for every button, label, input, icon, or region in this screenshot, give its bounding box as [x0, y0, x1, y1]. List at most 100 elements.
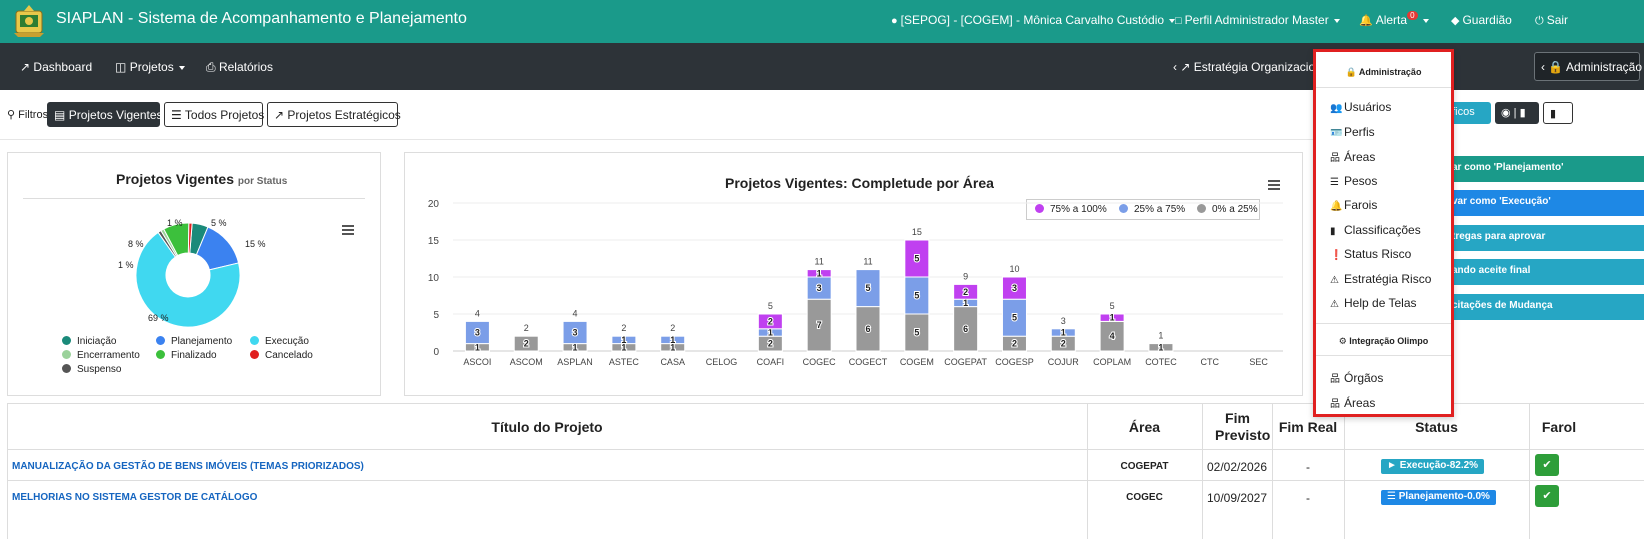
legend-dot [1197, 204, 1206, 213]
bar-menu-icon[interactable] [1268, 180, 1280, 190]
admin-menu-item-1[interactable]: 🪪 Perfis [1330, 125, 1375, 139]
filter-projetos-vigentes[interactable]: ▤ Projetos Vigentes [47, 102, 163, 127]
bar-segment-cogesp-1[interactable] [1001, 298, 1027, 337]
x-tick-label: SEC [1249, 357, 1268, 367]
guardian-link[interactable]: ◆ Guardião [1451, 13, 1512, 27]
bar-segment-cotec-0[interactable] [1148, 343, 1174, 352]
bar-chart-title: Projetos Vigentes: Completude por Área [725, 175, 994, 191]
bar-segment-ascoi-1[interactable] [464, 320, 490, 345]
table-col-line [7, 403, 8, 539]
admin-menu-item-4[interactable]: 🔔 Farois [1330, 198, 1377, 212]
integration-menu-item-0[interactable]: 品 Órgãos [1330, 370, 1383, 385]
bar-segment-cogesp-2[interactable] [1001, 276, 1027, 300]
x-tick-label: COGESP [995, 357, 1034, 367]
admin-menu-item-6[interactable]: ❗ Status Risco [1330, 247, 1411, 261]
table-row-line [7, 480, 1644, 481]
admin-menu-item-2[interactable]: 品 Áreas [1330, 149, 1375, 164]
col-header-status[interactable]: Status [1415, 419, 1458, 435]
nav-dashboard[interactable]: ↗ Dashboard [20, 60, 92, 74]
bar-segment-cogepat-0[interactable] [953, 306, 979, 352]
bar-segment-astec-1[interactable] [611, 335, 637, 345]
pie-slice-execucao[interactable] [135, 231, 241, 328]
bar-total-label: 5 [768, 301, 773, 311]
nav-estrategia[interactable]: ‹ ↗ Estratégia Organizacion [1173, 60, 1322, 74]
col-header-titulo[interactable]: Título do Projeto [491, 419, 603, 435]
right-action-button-0[interactable]: ar como 'Planejamento' [1440, 156, 1644, 182]
table-row-1-title[interactable]: MANUALIZAÇÃO DA GESTÃO DE BENS IMÓVEIS (… [12, 461, 364, 472]
right-action-button-4[interactable]: citações de Mudança [1440, 294, 1644, 320]
table-row-2-farol-button[interactable]: ✔ [1535, 485, 1559, 507]
table-row-2-title[interactable]: MELHORIAS NO SISTEMA GESTOR DE CATÁLOGO [12, 492, 258, 503]
profile-menu[interactable]: □ Perfil Administrador Master [1175, 13, 1340, 27]
nav-administracao[interactable]: ‹ 🔒 Administração [1534, 52, 1642, 81]
table-row-1-farol-button[interactable]: ✔ [1535, 454, 1559, 476]
right-action-label: citações de Mudança [1452, 300, 1553, 311]
legend-dot [1035, 204, 1044, 213]
filter-todos-projetos[interactable]: ☰ Todos Projetos [164, 102, 264, 127]
integration-menu-item-1[interactable]: 品 Áreas [1330, 395, 1375, 410]
bar-segment-coplam-2[interactable] [1099, 313, 1125, 322]
legend-label: Execução [265, 336, 309, 347]
right-action-button-3[interactable]: ando aceite final [1440, 259, 1644, 285]
bar-segment-ascom-0[interactable] [513, 335, 539, 352]
bar-segment-label: 3 [1012, 283, 1017, 293]
bar-segment-coplam-0[interactable] [1099, 320, 1125, 352]
nav-relatorios[interactable]: ⎙ Relatórios [206, 60, 273, 75]
pie-legend-iniciacao[interactable]: Iniciação [62, 336, 116, 347]
bar-segment-label: 1 [963, 298, 968, 308]
admin-menu-item-5[interactable]: ▮ Classificações [1330, 223, 1421, 237]
pie-legend-encerramento[interactable]: Encerramento [62, 350, 140, 361]
chevron-left-icon: ‹ [1173, 60, 1177, 74]
siaplan-logo-icon[interactable] [10, 3, 48, 39]
bar-segment-cogect-1[interactable] [855, 269, 881, 308]
pie-legend-cancelado[interactable]: Cancelado [250, 350, 313, 361]
bar-chart-button[interactable]: ▮ [1543, 102, 1573, 124]
alert-menu[interactable]: 🔔 Alerta 0 [1359, 11, 1429, 27]
table-row-2-area: COGEC [1126, 492, 1163, 503]
col-header-fim-real[interactable]: Fim Real [1278, 419, 1338, 435]
pie-legend-planejamento[interactable]: Planejamento [156, 336, 232, 347]
right-action-button-1[interactable]: var como 'Execução' [1440, 190, 1644, 216]
nav-projetos[interactable]: ◫ Projetos [115, 60, 185, 74]
bar-legend-75-100[interactable]: 75% a 100% [1035, 204, 1107, 215]
dropdown-item-label: Pesos [1344, 173, 1378, 188]
right-action-label: var como 'Execução' [1452, 196, 1551, 207]
col-header-fim-previsto[interactable]: Fim Previsto [1215, 410, 1271, 443]
bar-segment-label: 5 [1012, 313, 1017, 323]
table-col-line [1087, 403, 1088, 539]
pie-legend-finalizado[interactable]: Finalizado [156, 350, 217, 361]
bar-segment-cogepat-2[interactable] [953, 283, 979, 300]
table-row-1-fim-previsto: 02/02/2026 [1206, 460, 1268, 474]
dropdown-item-label: Órgãos [1344, 371, 1384, 385]
bar-segment-cogem-2[interactable] [904, 239, 930, 278]
line-chart-icon: ↗ [1180, 60, 1191, 74]
admin-menu-item-0[interactable]: 👥 Usuários [1330, 100, 1391, 114]
bar-legend-0-25[interactable]: 0% a 25% [1197, 204, 1258, 215]
palette-chart-button[interactable]: ◉ | ▮ [1495, 102, 1539, 124]
col-header-farol[interactable]: Farol [1541, 419, 1577, 435]
filter-projetos-estrategicos[interactable]: ↗ Projetos Estratégicos [267, 102, 401, 127]
admin-menu-item-3[interactable]: ☰ Pesos [1330, 174, 1377, 188]
bar-segment-cogem-0[interactable] [904, 313, 930, 352]
bar-segment-cogec-2[interactable] [806, 269, 832, 278]
pie-menu-icon[interactable] [342, 225, 354, 235]
right-action-button-2[interactable]: tregas para aprovar [1440, 225, 1644, 251]
bar-legend-25-75[interactable]: 25% a 75% [1119, 204, 1185, 215]
col-header-area[interactable]: Área [1128, 419, 1161, 435]
bar-segment-coafi-2[interactable] [757, 313, 783, 330]
x-tick-label: CELOG [706, 357, 738, 367]
pie-slice-cancelado[interactable] [187, 222, 193, 254]
bar-segment-cojur-1[interactable] [1050, 328, 1076, 337]
user-menu[interactable]: ● [SEPOG] - [COGEM] - Mônica Carvalho Cus… [891, 13, 1176, 27]
admin-menu-item-8[interactable]: ⚠ Help de Telas [1330, 296, 1417, 310]
logout-link[interactable]: ⏻ Sair [1535, 13, 1568, 28]
bar-segment-casa-1[interactable] [660, 335, 686, 345]
bar-segment-label: 6 [963, 324, 968, 334]
bar-segment-asplan-1[interactable] [562, 320, 588, 345]
pie-legend-suspenso[interactable]: Suspenso [62, 364, 121, 375]
admin-menu-item-7[interactable]: ⚠ Estratégia Risco [1330, 272, 1431, 286]
pie-legend-execucao[interactable]: Execução [250, 336, 309, 347]
pie-label-69pct: 69 % [148, 313, 169, 323]
warning-icon: ⚠ [1330, 274, 1339, 286]
bar-segment-cogec-0[interactable] [806, 298, 832, 352]
